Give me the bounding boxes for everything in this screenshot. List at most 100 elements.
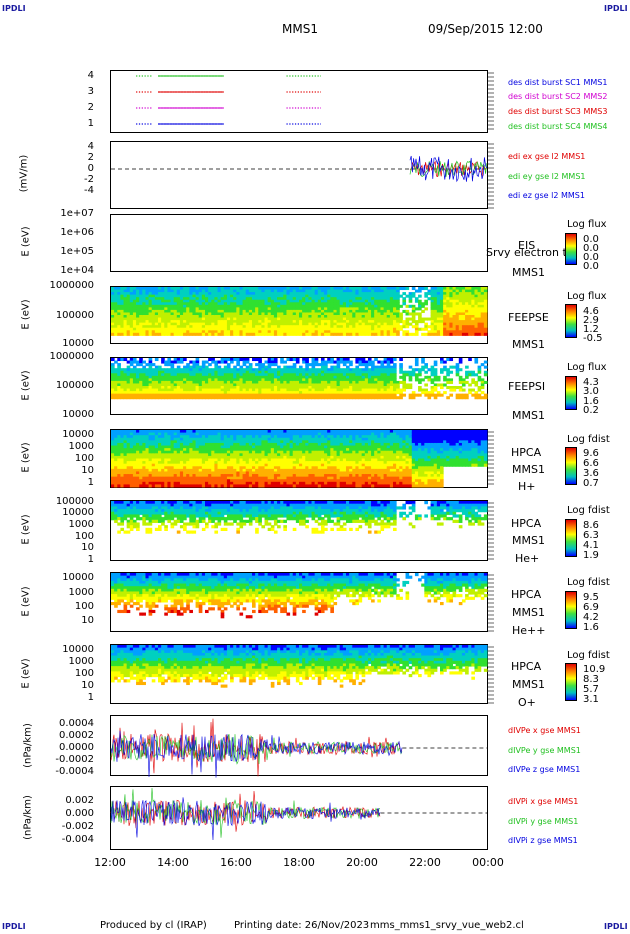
- feepse-cell: [358, 320, 363, 324]
- feepse-cell: [217, 315, 222, 319]
- feepse-cell: [320, 307, 325, 311]
- hpca-h-cell: [211, 442, 215, 447]
- feepsi-cell: [186, 378, 190, 382]
- feepse-cell: [205, 289, 209, 293]
- feepsi-cell: [186, 396, 190, 400]
- feepsi-cell: [346, 368, 350, 372]
- feepsi-cell: [145, 388, 150, 392]
- feepse-cell: [164, 332, 168, 336]
- feepse-cell: [314, 304, 319, 308]
- feepse-cell: [414, 332, 419, 336]
- feepse-cell: [289, 312, 294, 316]
- divpi-ytick-3: -0.002: [61, 821, 94, 832]
- feepse-cell: [277, 320, 281, 324]
- feepse-cell: [236, 294, 240, 298]
- feepse-cell: [436, 304, 441, 308]
- hpca-h-cell: [214, 476, 219, 480]
- feepse-cell: [264, 332, 269, 336]
- feepse-cell: [330, 330, 334, 334]
- feepsi-cell: [471, 373, 475, 377]
- feepse-cell: [440, 294, 444, 298]
- feepsi-cell: [264, 393, 269, 397]
- eis-ytick-3: 1e+05: [60, 246, 94, 257]
- feepse-cell: [292, 317, 297, 321]
- feepse-cell: [433, 325, 438, 329]
- hpca-h-cell: [220, 430, 225, 434]
- feepse-cell: [289, 304, 294, 308]
- feepsi-cell: [342, 358, 347, 362]
- feepsi-cell: [158, 386, 162, 390]
- feepsi-cell: [164, 373, 168, 377]
- feepse-cell: [474, 325, 479, 329]
- hpca-h-cell: [217, 461, 222, 465]
- feepsi-cell: [371, 370, 375, 374]
- feepse-cell: [295, 307, 300, 311]
- feepse-cell: [214, 315, 219, 319]
- hpca-h-cell: [139, 450, 143, 454]
- feepsi-cell: [377, 380, 381, 384]
- feepsi-cell: [258, 391, 262, 395]
- feepsi-cell: [330, 368, 334, 372]
- feepse-cell: [458, 325, 463, 329]
- feepsi-cell: [317, 386, 322, 390]
- feepse-cell: [424, 327, 428, 331]
- feepse-cell: [142, 312, 146, 316]
- feepse-cell: [195, 315, 200, 319]
- hpca-h-cell: [226, 437, 231, 441]
- feepse-cell: [402, 332, 407, 336]
- hpca-h-cell: [195, 435, 200, 439]
- feepsi-cell: [151, 383, 156, 387]
- feepsi-cell: [192, 396, 197, 400]
- feepse-cell: [477, 315, 482, 319]
- feepsi-cell: [264, 370, 269, 374]
- hpca-h-cell: [176, 453, 181, 457]
- hpca-h-cell: [173, 476, 178, 480]
- feepsi-cell: [252, 368, 256, 372]
- feepse-cell: [305, 302, 309, 306]
- feepsi-cell: [267, 391, 272, 395]
- hpca-h-cell: [167, 471, 172, 475]
- feepse-cell: [205, 330, 209, 334]
- feepse-cell: [458, 297, 463, 301]
- hpca-h-cell: [192, 435, 197, 439]
- feepsi-cell: [402, 386, 407, 390]
- feepsi-cell: [151, 388, 156, 392]
- divpi-legend-x: dIVPi x gse MMS1: [508, 797, 579, 806]
- feepse-cell: [471, 297, 475, 301]
- hpca-h-cell: [192, 476, 197, 480]
- hpca-h-cell: [148, 466, 153, 470]
- feepse-cell: [226, 327, 231, 331]
- feepsi-cell: [305, 358, 309, 362]
- feepsi-cell: [474, 380, 479, 384]
- feepse-cell: [430, 317, 435, 321]
- feepsi-cell: [129, 393, 134, 397]
- feepsi-cell: [286, 391, 291, 395]
- feepsi-cell: [189, 393, 193, 397]
- hpca-h-cell: [198, 450, 203, 454]
- feepse-cell: [324, 304, 328, 308]
- hpca-h-cbar-title: Log fdist: [567, 434, 610, 445]
- hpca-h-cell: [154, 453, 159, 457]
- feepse-cell: [461, 304, 466, 308]
- feepse-cell: [142, 325, 146, 329]
- feepsi-cell: [449, 358, 454, 362]
- feepse-cell: [393, 315, 397, 319]
- feepsi-cell: [355, 383, 360, 387]
- feepse-cell: [311, 320, 316, 324]
- hpca-h-cell: [114, 463, 118, 467]
- feepse-cell: [311, 299, 316, 303]
- hpca-h-cell: [173, 440, 178, 444]
- feepse-cell: [393, 297, 397, 301]
- feepsi-cell: [239, 383, 244, 387]
- feepse-cell: [198, 307, 203, 311]
- feepse-cell: [214, 325, 219, 329]
- feepsi-cell: [330, 380, 334, 384]
- feepsi-cell: [132, 375, 137, 379]
- feepsi-cell: [421, 368, 425, 372]
- feepsi-cell: [273, 370, 278, 374]
- feepse-cell: [424, 317, 428, 321]
- feepsi-cell: [226, 368, 231, 372]
- feepsi-cell: [139, 373, 143, 377]
- feepse-cell: [302, 289, 306, 293]
- feepsi-cell: [245, 396, 250, 400]
